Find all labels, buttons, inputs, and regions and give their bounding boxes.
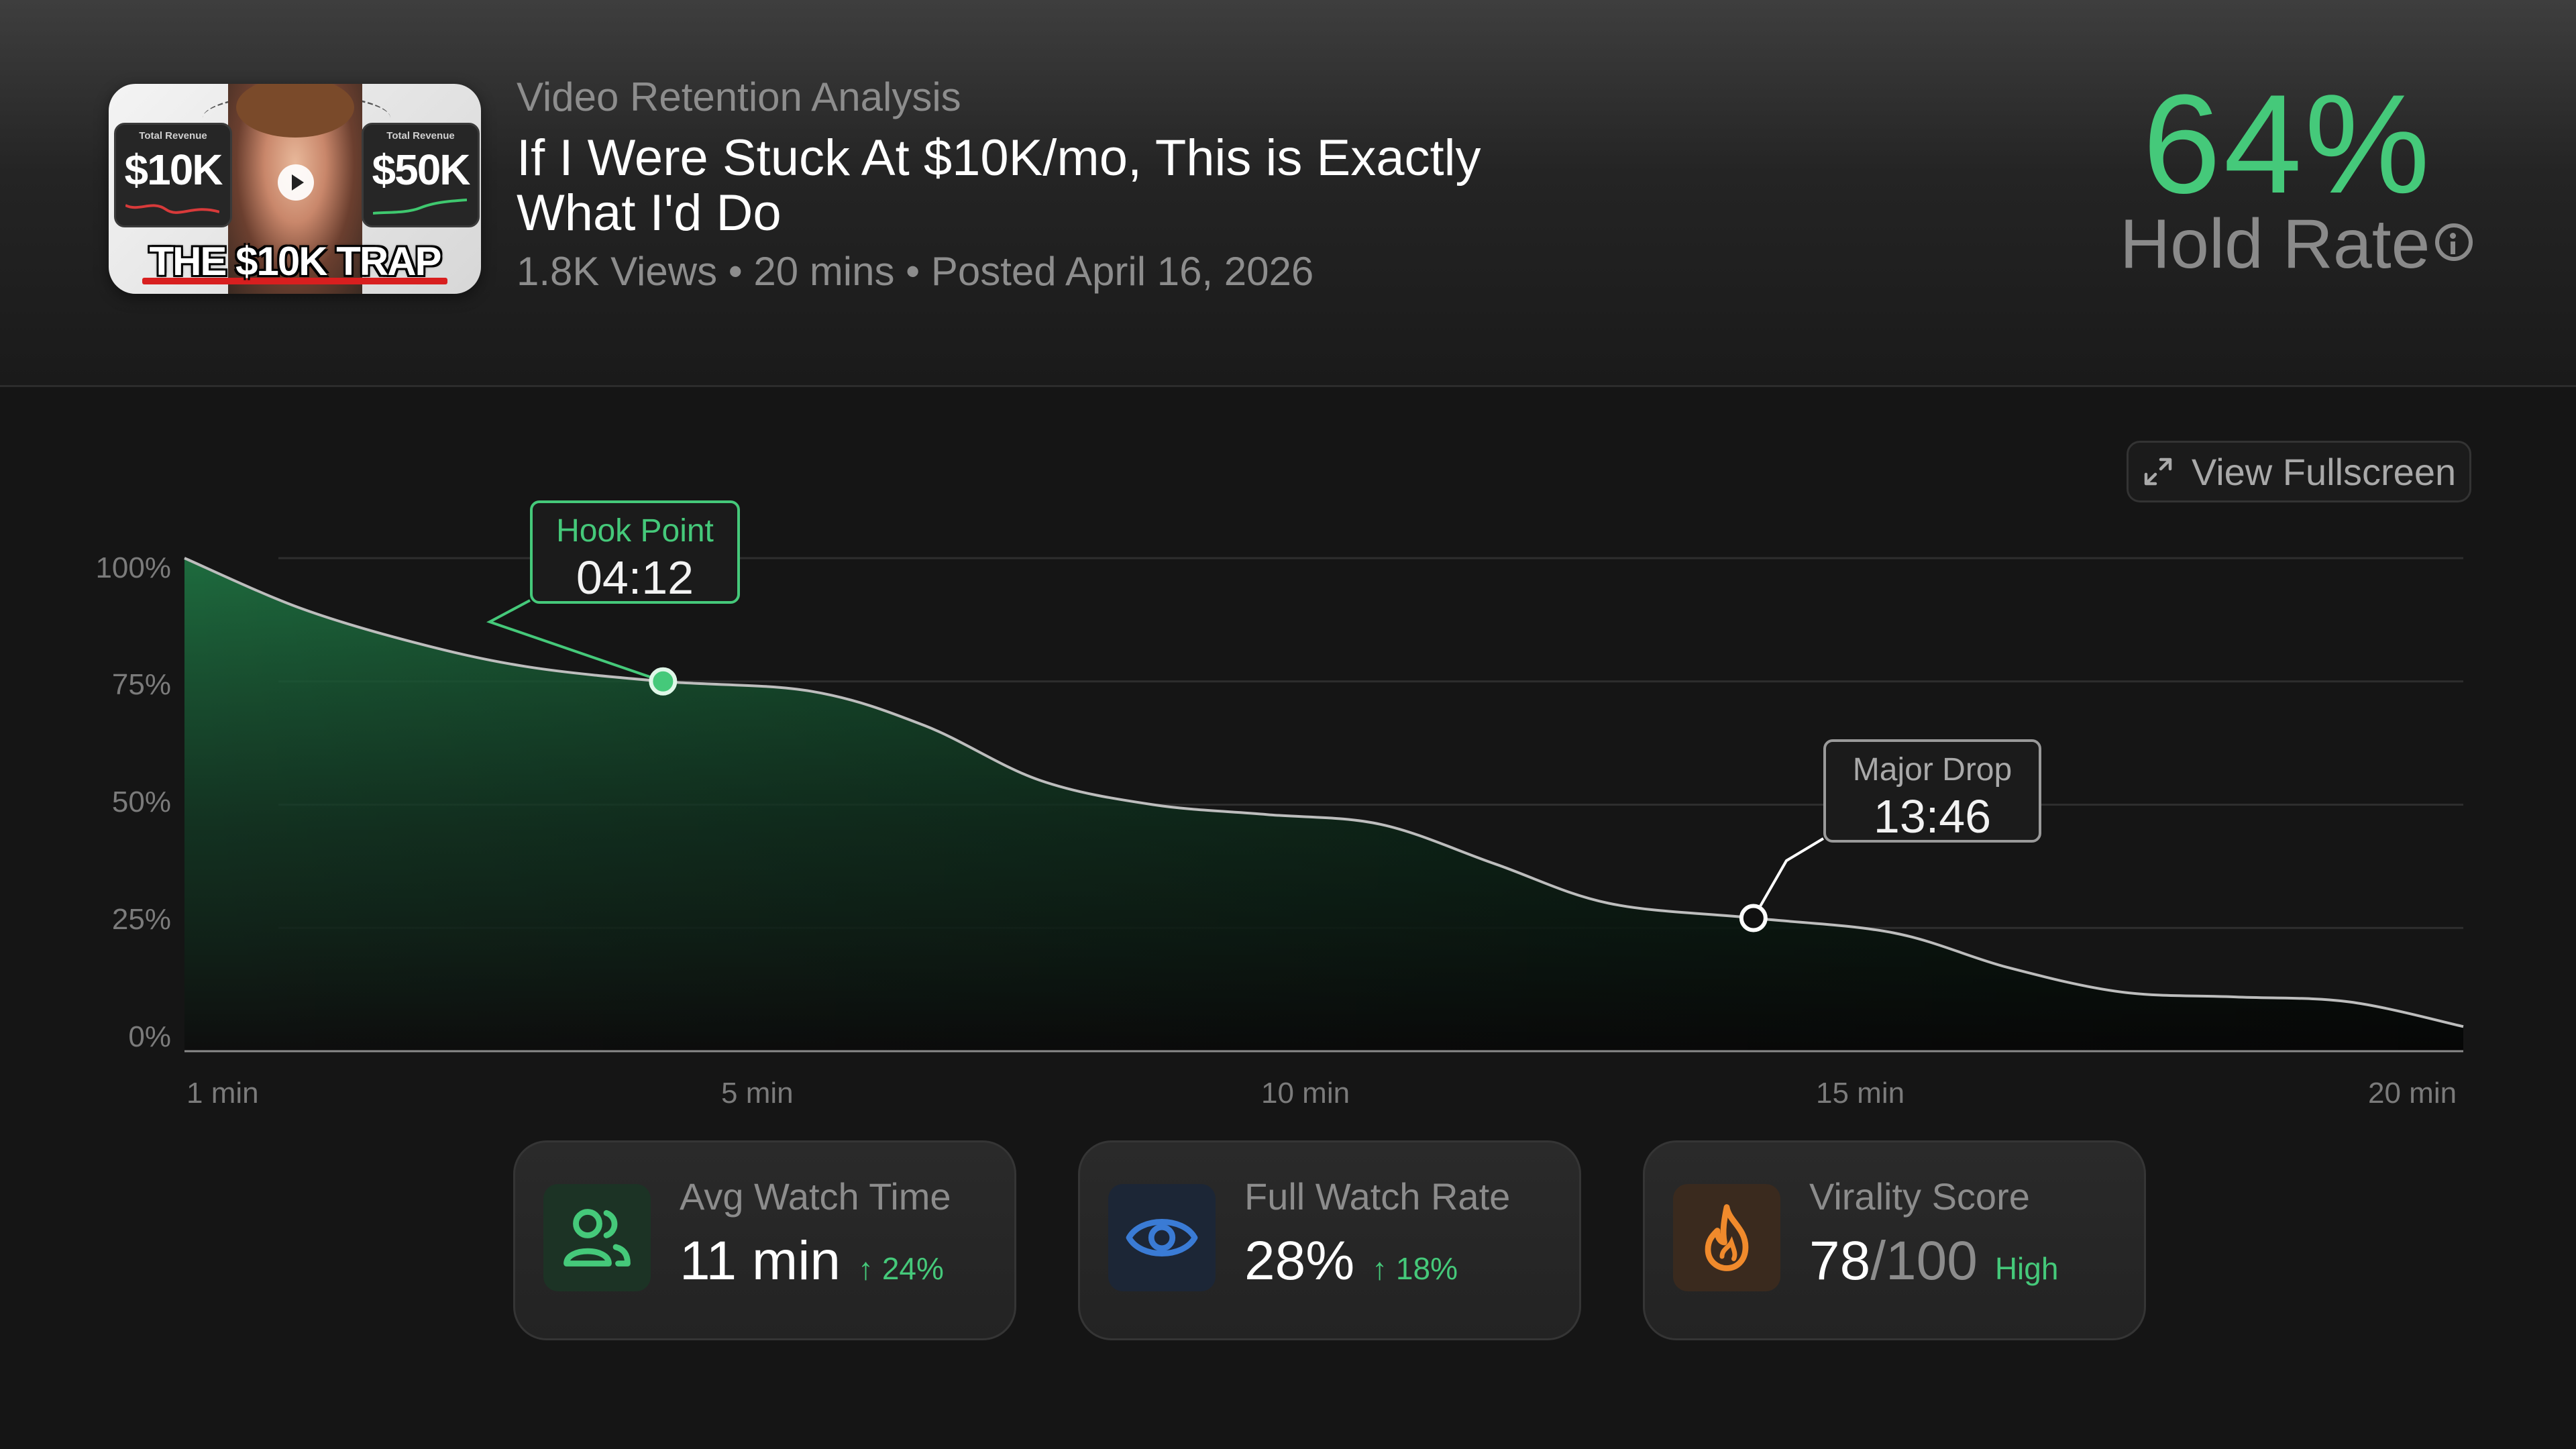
hook-point-leader — [486, 599, 664, 683]
major-drop-callout[interactable]: Major Drop 13:46 — [1823, 739, 2041, 843]
stat-title: Full Watch Rate — [1244, 1175, 1511, 1218]
flame-icon — [1705, 1204, 1749, 1271]
x-tick-label: 15 min — [1816, 1077, 1905, 1110]
video-header: Total Revenue $10K Total Revenue $50K TH… — [0, 0, 2576, 387]
stat-value-suffix: /100 — [1870, 1230, 1978, 1291]
major-drop-leader — [1752, 837, 1825, 919]
major-drop-time: 13:46 — [1873, 790, 1992, 843]
stat-title: Avg Watch Time — [680, 1175, 951, 1218]
retention-chart — [184, 557, 2464, 1053]
hold-rate-value: 64% — [2142, 65, 2433, 223]
users-icon — [564, 1209, 631, 1267]
y-tick-label: 75% — [111, 668, 171, 701]
eye-icon — [1126, 1219, 1198, 1256]
hook-point-label: Hook Point — [556, 513, 714, 549]
thumbnail-revenue-amount: $50K — [372, 146, 471, 194]
thumbnail-revenue-tag: Total Revenue — [386, 130, 455, 142]
thumbnail-banner-underline — [142, 278, 447, 284]
stat-value: 28% — [1244, 1230, 1355, 1291]
major-drop-marker[interactable] — [1739, 904, 1768, 932]
stat-value: 78 — [1809, 1230, 1871, 1291]
thumbnail-revenue-card-left: Total Revenue $10K — [114, 123, 232, 227]
stat-icon-bg — [1673, 1184, 1780, 1291]
play-icon[interactable] — [278, 164, 314, 201]
thumbnail-revenue-tag: Total Revenue — [139, 130, 207, 142]
x-tick-label: 5 min — [721, 1077, 794, 1110]
stat-card-virality-score[interactable]: Virality Score 78/100 High — [1643, 1140, 2146, 1340]
expand-arrows-icon — [2144, 458, 2172, 486]
y-tick-label: 100% — [95, 551, 171, 584]
x-tick-label: 20 min — [2368, 1077, 2457, 1110]
hook-point-callout[interactable]: Hook Point 04:12 — [530, 500, 740, 604]
thumbnail-revenue-amount: $10K — [124, 146, 223, 194]
stat-icon-bg — [1108, 1184, 1216, 1291]
stat-value-row: 28% ↑ 18% — [1244, 1230, 1458, 1293]
video-thumbnail[interactable]: Total Revenue $10K Total Revenue $50K TH… — [109, 84, 481, 294]
stat-value: 11 min — [680, 1230, 841, 1291]
stat-title: Virality Score — [1809, 1175, 2030, 1218]
video-title: If I Were Stuck At $10K/mo, This is Exac… — [517, 131, 1590, 241]
stat-card-full-watch-rate[interactable]: Full Watch Rate 28% ↑ 18% — [1078, 1140, 1581, 1340]
video-title-line: If I Were Stuck At $10K/mo, This is Exac… — [517, 129, 1481, 186]
stat-delta: High — [1994, 1251, 2059, 1286]
view-fullscreen-button[interactable]: View Fullscreen — [2127, 441, 2471, 502]
retention-area-fade — [184, 558, 2463, 1051]
y-tick-label: 0% — [128, 1020, 171, 1053]
thumbnail-banner: THE $10K TRAP — [149, 239, 441, 284]
stat-delta: ↑ 18% — [1372, 1251, 1458, 1286]
thumbnail-trend-down-icon — [125, 204, 219, 214]
thumbnail-trend-up-icon — [373, 199, 467, 215]
thumbnail-presenter-hair — [236, 84, 354, 138]
x-tick-label: 10 min — [1261, 1077, 1350, 1110]
stat-value-row: 78/100 High — [1809, 1230, 2058, 1293]
hook-point-time: 04:12 — [576, 551, 694, 604]
retention-line — [184, 557, 2464, 1028]
stat-delta: ↑ 24% — [858, 1251, 944, 1286]
info-icon[interactable] — [2435, 223, 2473, 261]
y-tick-label: 50% — [111, 786, 171, 818]
section-eyebrow: Video Retention Analysis — [517, 74, 961, 119]
stat-card-avg-watch-time[interactable]: Avg Watch Time 11 min ↑ 24% — [513, 1140, 1016, 1340]
hold-rate-label: Hold Rate — [2120, 205, 2430, 283]
major-drop-label: Major Drop — [1852, 752, 2012, 788]
hook-point-marker[interactable] — [649, 667, 678, 696]
view-fullscreen-label: View Fullscreen — [2191, 450, 2457, 493]
y-tick-label: 25% — [111, 903, 171, 936]
video-title-line: What I'd Do — [517, 184, 782, 241]
video-meta: 1.8K Views • 20 mins • Posted April 16, … — [517, 249, 1314, 294]
thumbnail-revenue-card-right: Total Revenue $50K — [362, 123, 480, 227]
x-tick-label: 1 min — [186, 1077, 259, 1110]
stat-icon-bg — [543, 1184, 651, 1291]
stat-value-row: 11 min ↑ 24% — [680, 1230, 944, 1293]
